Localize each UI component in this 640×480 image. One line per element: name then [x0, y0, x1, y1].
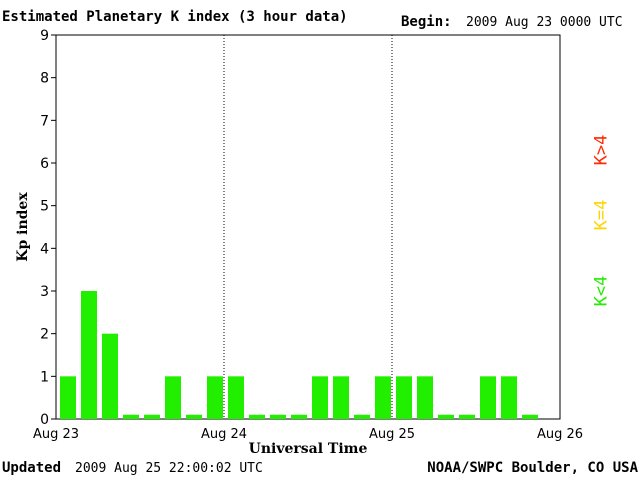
y-tick-label-5: 5: [40, 199, 49, 215]
y-tick-label-6: 6: [40, 156, 49, 172]
begin-label: Begin:: [401, 14, 452, 30]
bar-6: [165, 376, 181, 419]
x-tick-label-4: Aug 26: [537, 427, 583, 442]
bar-3: [102, 333, 118, 419]
y-axis-label: Kp index: [15, 192, 31, 262]
bar-9: [228, 376, 244, 419]
credit-text: NOAA/SWPC Boulder, CO USA: [427, 460, 638, 476]
bar-13: [312, 376, 328, 419]
bar-5: [144, 414, 160, 419]
bar-7: [186, 414, 202, 419]
y-tick-label-9: 9: [40, 28, 49, 44]
y-tick-label-8: 8: [40, 71, 49, 87]
begin-value: 2009 Aug 23 0000 UTC: [466, 15, 623, 30]
bar-19: [438, 414, 454, 419]
updated-timestamp: 2009 Aug 25 22:00:02 UTC: [75, 461, 263, 476]
x-axis-label: Universal Time: [249, 441, 368, 457]
bar-10: [249, 414, 265, 419]
plot-area: [55, 34, 561, 420]
bar-4: [123, 414, 139, 419]
y-tick-label-0: 0: [40, 412, 49, 428]
bar-1: [60, 376, 76, 419]
legend-item-k-equal-4: K=4: [581, 180, 621, 250]
bar-22: [501, 376, 517, 419]
bar-17: [396, 376, 412, 419]
legend-item-k-less-4: K<4: [581, 256, 621, 326]
updated-label: Updated: [2, 460, 62, 476]
y-tick-label-1: 1: [40, 369, 49, 385]
bar-23: [522, 414, 538, 419]
legend-label-k-greater-4: K>4: [591, 134, 611, 166]
chart-title: Estimated Planetary K index (3 hour data…: [2, 9, 348, 25]
x-tick-label-3: Aug 25: [369, 427, 415, 442]
legend-item-k-greater-4: K>4: [581, 115, 621, 185]
bar-2: [81, 291, 97, 419]
bar-16: [375, 376, 391, 419]
y-tick-label-2: 2: [40, 327, 49, 343]
y-tick-label-3: 3: [40, 284, 49, 300]
bar-20: [459, 414, 475, 419]
legend-label-k-less-4: K<4: [591, 275, 611, 307]
bar-12: [291, 414, 307, 419]
y-tick-label-7: 7: [40, 113, 49, 129]
bar-15: [354, 414, 370, 419]
bar-21: [480, 376, 496, 419]
y-tick-label-4: 4: [40, 241, 49, 257]
legend-label-k-equal-4: K=4: [591, 199, 611, 231]
bar-11: [270, 414, 286, 419]
bar-14: [333, 376, 349, 419]
bar-8: [207, 376, 223, 419]
x-tick-label-1: Aug 23: [33, 427, 79, 442]
x-tick-label-2: Aug 24: [201, 427, 247, 442]
bar-18: [417, 376, 433, 419]
